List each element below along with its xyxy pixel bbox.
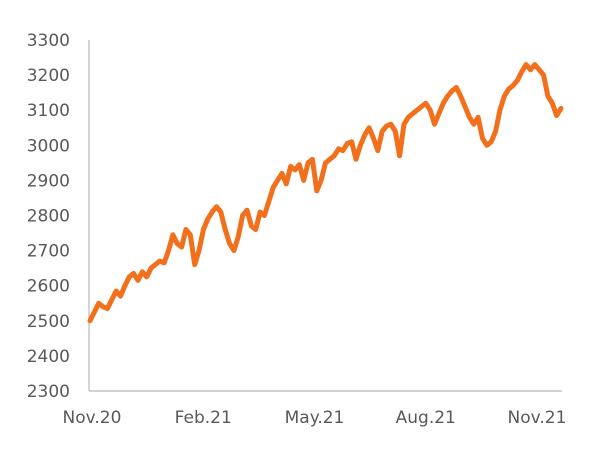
y-tick-label: 2900 [27, 171, 70, 191]
x-axis-ticks: Nov.20 Feb.21 May.21 Aug.21 Nov.21 [63, 408, 567, 428]
y-tick-label: 3200 [27, 66, 70, 86]
y-tick-label: 2500 [27, 312, 70, 332]
y-tick-label: 2800 [27, 207, 70, 227]
y-tick-label: 3300 [27, 31, 70, 51]
x-tick-label: Nov.20 [63, 408, 122, 428]
y-tick-label: 2700 [27, 242, 70, 262]
y-tick-label: 3100 [27, 101, 70, 121]
y-tick-label: 2600 [27, 277, 70, 297]
y-tick-label: 2400 [27, 347, 70, 367]
y-tick-label: 3000 [27, 136, 70, 156]
x-tick-label: Feb.21 [175, 408, 232, 428]
x-tick-label: Aug.21 [396, 408, 456, 428]
y-axis-ticks: 3300 3200 3100 3000 2900 2800 2700 2600 2500 2400… [27, 31, 70, 402]
y-tick-label: 2300 [27, 382, 70, 402]
series-line [87, 62, 564, 324]
x-tick-label: Nov.21 [508, 408, 567, 428]
x-tick-label: May.21 [285, 408, 345, 428]
